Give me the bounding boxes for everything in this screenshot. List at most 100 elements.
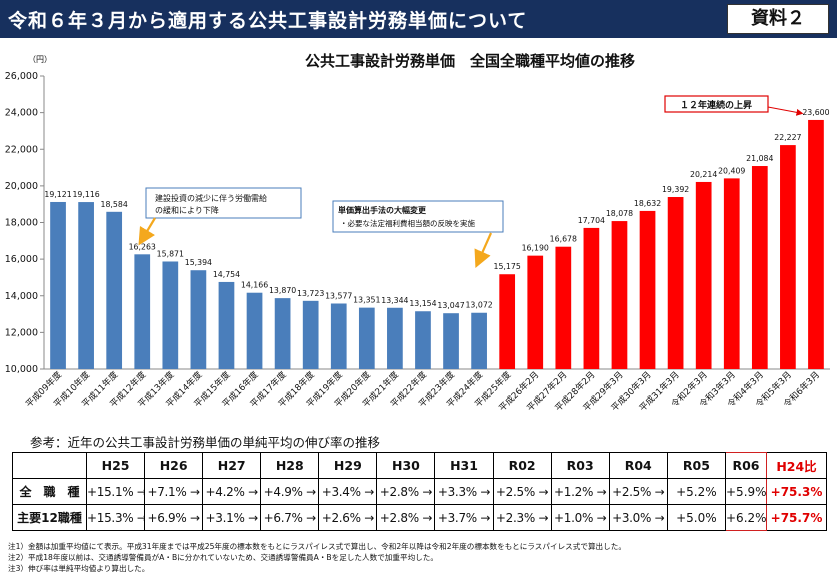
growth-value: +3.7% [437, 510, 477, 525]
bar-value-label: 13,723 [297, 289, 324, 298]
y-tick-label: 26,000 [5, 71, 38, 82]
bar-value-label: 19,121 [44, 190, 71, 199]
arrow-separator: → [422, 484, 433, 499]
footnote-1: 注1）金額は加重平均値にて表示。平成31年度までは平成25年度の標本数をもとにラ… [8, 542, 626, 551]
y-tick-label: 12,000 [5, 327, 38, 338]
growth-value: +6.9% [147, 510, 187, 525]
growth-cell: +2.8% → [376, 504, 435, 531]
growth-value: +15.3% [87, 510, 134, 525]
growth-rate-table: H25 H26 H27 H28 H29 H30 H31 R02 R03 R04 … [12, 452, 827, 531]
growth-cell: +3.3% → [434, 478, 494, 505]
growth-value: +2.6% [321, 510, 361, 525]
bar [106, 211, 123, 369]
header-h25: H25 [85, 452, 145, 479]
arrow-separator: → [190, 510, 200, 525]
bar-value-label: 13,577 [325, 291, 352, 300]
arrow-separator: → [190, 484, 200, 499]
growth-value: +15.1% [87, 484, 134, 499]
header-h24-ratio: H24比 [766, 452, 827, 479]
revision-arrow [474, 232, 493, 269]
footnote-3: 注3）伸び率は単純平均値より算出した。 [8, 564, 150, 573]
growth-value: +3.0% [612, 510, 652, 525]
y-tick-label: 14,000 [5, 291, 38, 302]
growth-value: +6.7% [263, 510, 303, 525]
row-label: 全 職 種 [12, 478, 87, 505]
revision-callout-body: ・必要な法定福利費相当額の反映を実施 [340, 218, 475, 228]
header-r04: R04 [608, 452, 668, 479]
header-r06: R06 [725, 452, 767, 479]
chart-title: 公共工事設計労務単価 全国全職種平均値の推移 [305, 52, 635, 70]
growth-cell: +15.1% → [85, 478, 145, 505]
bar-value-label: 14,754 [213, 270, 240, 279]
bar-value-label: 18,584 [101, 200, 128, 209]
bar [443, 313, 459, 369]
bar [611, 221, 628, 369]
arrow-separator: → [538, 484, 549, 499]
growth-cell: +2.5% → [492, 478, 552, 505]
bar-value-label: 14,166 [241, 281, 268, 290]
growth-cell: +3.0% → [608, 504, 668, 531]
growth-cell: +6.7% → [260, 504, 319, 531]
growth-cell-h24-ratio: +75.7% [766, 504, 827, 531]
bar-value-label: 18,078 [606, 209, 633, 218]
bar-series [50, 119, 824, 369]
growth-value: +1.2% [554, 484, 594, 499]
bar-value-label: 16,678 [550, 235, 577, 244]
header-r05: R05 [666, 452, 727, 479]
bar-value-label: 17,704 [578, 216, 605, 225]
table-header-row: H25 H26 H27 H28 H29 H30 H31 R02 R03 R04 … [12, 452, 827, 479]
growth-value: +3.1% [205, 510, 245, 525]
streak-callout-box [664, 95, 769, 113]
decline-arrow [138, 217, 156, 246]
growth-cell: +3.4% → [318, 478, 377, 505]
bar [134, 254, 151, 369]
growth-value: +1.0% [554, 510, 594, 525]
y-tick-label: 20,000 [5, 181, 38, 192]
table-row: 主要12職種+15.3% →+6.9% →+3.1% →+6.7% →+2.6%… [12, 504, 827, 531]
bar [190, 270, 207, 369]
bar [246, 292, 263, 369]
growth-cell: +1.2% → [550, 478, 610, 505]
growth-cell: +3.7% → [434, 504, 494, 531]
bar-value-label: 16,263 [129, 242, 156, 251]
header-r03: R03 [550, 452, 610, 479]
bar-value-label: 20,409 [718, 166, 745, 175]
bar-value-label: 15,871 [157, 249, 184, 258]
arrow-separator: → [364, 484, 375, 499]
table-row: 全 職 種+15.1% →+7.1% →+4.2% →+4.9% →+3.4% … [12, 478, 827, 505]
growth-value: +2.8% [379, 510, 419, 525]
decline-callout-box [145, 187, 302, 219]
arrow-separator: → [654, 510, 665, 525]
header-h27: H27 [202, 452, 261, 479]
growth-cell: +2.5% → [608, 478, 668, 505]
bar-value-label: 15,175 [494, 262, 521, 271]
bar [808, 119, 824, 369]
growth-cell: +2.8% → [376, 478, 435, 505]
y-tick-label: 22,000 [5, 144, 38, 155]
growth-cell: +5.2% [666, 478, 727, 505]
growth-value: +2.3% [495, 510, 535, 525]
header-h26: H26 [144, 452, 203, 479]
bar-value-label: 20,214 [690, 170, 717, 179]
growth-value: +2.5% [495, 484, 535, 499]
arrow-separator: → [364, 510, 375, 525]
x-axis-labels: 平成09年度平成10年度平成11年度平成12年度平成13年度平成14年度平成15… [23, 368, 822, 413]
bar-value-label: 13,072 [465, 301, 492, 310]
bar [218, 281, 235, 369]
bar-value-label: 19,392 [662, 185, 689, 194]
bar-value-label: 13,047 [437, 301, 464, 310]
bar-value-label: 15,394 [185, 258, 212, 267]
revision-annotation: 単価算出手法の大幅変更 ・必要な法定福利費相当額の反映を実施 [332, 200, 504, 269]
y-tick-label: 24,000 [5, 108, 38, 119]
growth-value: +2.5% [612, 484, 652, 499]
bar [162, 261, 179, 369]
footnotes: 注1）金額は加重平均値にて表示。平成31年度までは平成25年度の標本数をもとにラ… [8, 541, 626, 574]
growth-value: +4.9% [263, 484, 303, 499]
arrow-separator: → [422, 510, 433, 525]
bar [499, 274, 516, 369]
growth-value: +3.4% [321, 484, 361, 499]
bar-value-label: 13,351 [353, 296, 380, 305]
arrow-separator: → [480, 484, 491, 499]
bar-value-label: 22,227 [774, 133, 801, 142]
